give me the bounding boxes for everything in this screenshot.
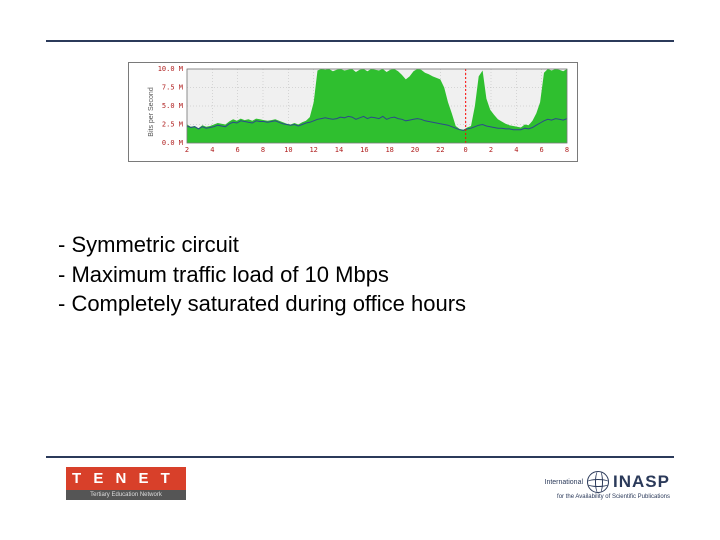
- svg-text:8: 8: [565, 146, 569, 154]
- bullet-item: - Symmetric circuit: [58, 230, 670, 260]
- bottom-divider: [46, 456, 674, 458]
- inasp-name: INASP: [613, 472, 670, 492]
- svg-text:8: 8: [261, 146, 265, 154]
- tenet-name: T E N E T: [66, 467, 186, 490]
- chart-svg: 0.0 M 2.5 M 5.0 M 7.5 M 10.0 M 2 4 6 8 10 12 14 16 18…: [129, 63, 579, 163]
- bullet-list: - Symmetric circuit - Maximum traffic lo…: [58, 230, 670, 319]
- svg-text:0.0 M: 0.0 M: [162, 139, 183, 147]
- svg-text:7.5 M: 7.5 M: [162, 84, 183, 92]
- svg-text:22: 22: [436, 146, 444, 154]
- svg-text:4: 4: [210, 146, 214, 154]
- svg-text:2: 2: [185, 146, 189, 154]
- globe-icon: [587, 471, 609, 493]
- svg-text:6: 6: [236, 146, 240, 154]
- inasp-logo: International INASP for the Availability…: [500, 471, 670, 500]
- tenet-sub: Tertiary Education Network: [66, 490, 186, 500]
- svg-text:5.0 M: 5.0 M: [162, 102, 183, 110]
- traffic-chart: 0.0 M 2.5 M 5.0 M 7.5 M 10.0 M 2 4 6 8 10 12 14 16 18…: [128, 62, 578, 162]
- inasp-sub: for the Availability of Scientific Publi…: [500, 494, 670, 500]
- svg-text:4: 4: [514, 146, 518, 154]
- svg-text:10: 10: [284, 146, 292, 154]
- svg-text:6: 6: [540, 146, 544, 154]
- inasp-prefix: International: [545, 479, 584, 486]
- svg-text:2.5 M: 2.5 M: [162, 121, 183, 129]
- svg-text:14: 14: [335, 146, 343, 154]
- svg-text:2: 2: [489, 146, 493, 154]
- svg-text:18: 18: [385, 146, 393, 154]
- svg-text:16: 16: [360, 146, 368, 154]
- bullet-item: - Maximum traffic load of 10 Mbps: [58, 260, 670, 290]
- bullet-item: - Completely saturated during office hou…: [58, 289, 670, 319]
- svg-text:12: 12: [309, 146, 317, 154]
- svg-text:10.0 M: 10.0 M: [158, 65, 183, 73]
- chart-ylabel: Bits per Second: [148, 87, 155, 136]
- tenet-logo: T E N E T Tertiary Education Network: [66, 467, 186, 500]
- svg-text:0: 0: [464, 146, 468, 154]
- top-divider: [46, 40, 674, 42]
- svg-text:20: 20: [411, 146, 419, 154]
